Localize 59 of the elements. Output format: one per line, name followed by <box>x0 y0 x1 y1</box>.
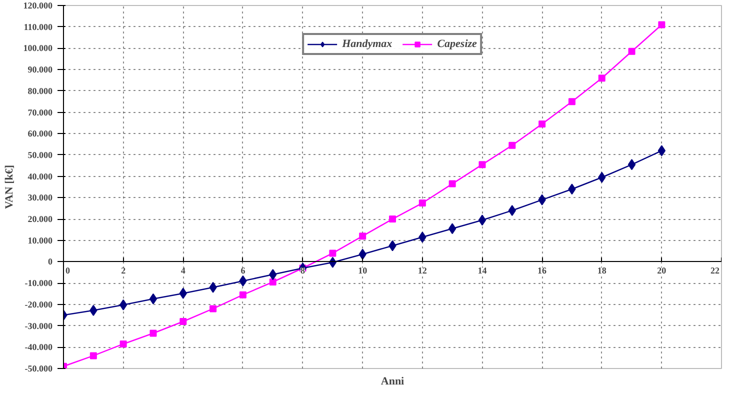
point <box>478 161 486 168</box>
x-axis-title: Anni <box>380 376 404 388</box>
y-tick-label: 90.000 <box>28 64 53 75</box>
point <box>418 200 426 207</box>
x-tick-label: 4 <box>180 266 186 276</box>
y-tick-label: 100.000 <box>23 43 53 54</box>
y-tick-label: -30.000 <box>24 320 53 331</box>
point <box>90 352 97 360</box>
point <box>628 159 636 170</box>
point <box>269 278 276 286</box>
x-tick-label: 8 <box>300 266 306 276</box>
point <box>149 293 158 304</box>
y-tick-label: 50.000 <box>28 150 53 160</box>
x-tick-label: 14 <box>478 266 488 276</box>
y-tick-label: -40.000 <box>24 342 53 352</box>
legend-label: Handymax <box>342 38 392 50</box>
y-tick-label: 80.000 <box>28 86 53 96</box>
y-tick-label: 70.000 <box>28 107 53 118</box>
y-tick-label: 60.000 <box>28 128 53 139</box>
x-tick-label: 12 <box>418 266 428 276</box>
y-tick-label: 20.000 <box>28 214 53 224</box>
x-tick-label: 20 <box>657 266 667 276</box>
y-tick-label: 10.000 <box>28 235 53 246</box>
x-tick-label: 16 <box>538 266 548 276</box>
y-tick-label: 120.000 <box>23 0 53 10</box>
point <box>508 142 516 149</box>
y-tick-label: -50.000 <box>24 364 53 374</box>
point <box>389 216 396 223</box>
y-tick-label: 30.000 <box>28 192 53 203</box>
x-tick-label: 6 <box>240 266 246 276</box>
x-tick-label: 2 <box>121 266 126 276</box>
point <box>448 223 456 234</box>
point <box>568 98 576 106</box>
point <box>538 120 546 128</box>
y-tick-label: 110.000 <box>24 22 53 32</box>
point <box>329 250 336 257</box>
point <box>448 180 456 188</box>
y-axis-title: VAN [k€] <box>3 164 16 210</box>
y-tick-label: -20.000 <box>24 299 53 310</box>
point <box>119 299 128 310</box>
x-tick-label: 18 <box>597 266 607 276</box>
x-tick-label: 10 <box>358 266 368 276</box>
x-tick-label: 22 <box>710 266 720 276</box>
point <box>598 74 606 82</box>
point <box>658 21 666 28</box>
legend-label: Capesize <box>437 38 477 50</box>
point <box>150 330 157 337</box>
y-tick-label: 0 <box>48 256 53 267</box>
point <box>180 318 187 326</box>
y-tick-label: 40.000 <box>28 171 53 182</box>
x-tick-label: 0 <box>66 266 70 276</box>
point <box>239 291 246 298</box>
point <box>120 340 127 348</box>
point <box>359 232 366 240</box>
point <box>658 145 666 156</box>
point <box>478 214 486 226</box>
y-tick-label: -10.000 <box>24 278 53 288</box>
point <box>210 305 217 312</box>
point <box>628 48 636 55</box>
